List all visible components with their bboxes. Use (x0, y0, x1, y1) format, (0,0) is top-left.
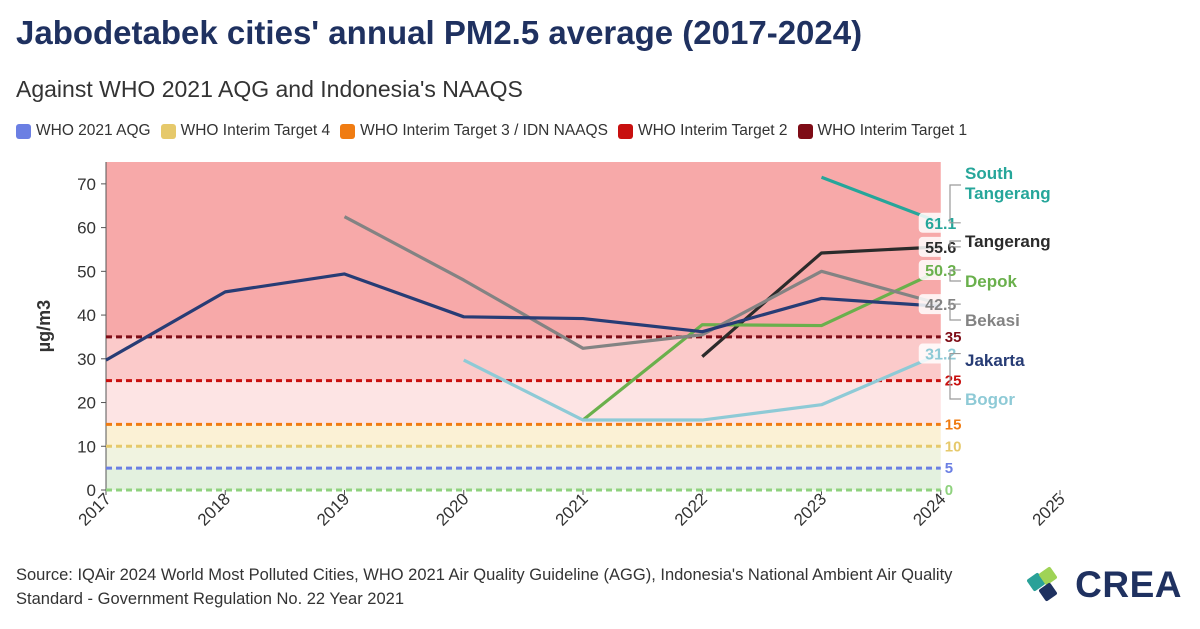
city-label-connector (949, 269, 961, 282)
threshold-band (106, 162, 941, 337)
legend-label: WHO Interim Target 2 (637, 122, 788, 139)
y-tick-label: 60 (77, 219, 96, 238)
y-tick-label: 70 (77, 175, 96, 194)
threshold-band (106, 468, 941, 490)
legend-item-interim-target-2[interactable]: WHO Interim Target 2 (617, 122, 788, 140)
series-line (343, 215, 942, 350)
threshold-label: 0 (945, 482, 953, 499)
y-tick-label: 30 (77, 350, 96, 369)
x-tick-label: 2024 (909, 489, 949, 529)
legend-label: WHO Interim Target 3 / IDN NAAQS (360, 122, 608, 139)
chart-subtitle: Against WHO 2021 AQG and Indonesia's NAA… (16, 76, 523, 102)
legend: WHO 2021 AQG WHO Interim Target 4 WHO In… (16, 122, 967, 140)
logo-text: CREA (1075, 564, 1182, 605)
y-axis-label: µg/m3 (34, 300, 54, 352)
threshold-label: 25 (945, 373, 962, 390)
x-tick-label: 2020 (432, 489, 472, 529)
end-value-label: 42.5 (925, 297, 956, 314)
threshold-label: 10 (945, 438, 962, 455)
chart-title: Jabodetabek cities' annual PM2.5 average… (16, 14, 863, 51)
y-tick-label: 0 (87, 481, 96, 500)
legend-label: WHO Interim Target 1 (817, 122, 968, 139)
threshold-band (106, 380, 941, 425)
legend-swatch (617, 123, 633, 139)
x-tick-label: 2019 (313, 489, 353, 529)
x-tick-label: 2021 (552, 489, 592, 529)
threshold-label: 15 (945, 416, 962, 433)
source-note: Source: IQAir 2024 World Most Polluted C… (16, 566, 953, 608)
end-value-label: 50.3 (925, 263, 956, 280)
city-label-connector (949, 240, 961, 248)
x-tick-label: 2023 (790, 489, 830, 529)
city-label-connector (949, 352, 961, 400)
x-tick-label: 2022 (671, 489, 711, 529)
city-label: Tangerang (965, 232, 1051, 251)
city-label: South (965, 164, 1013, 183)
city-label-connector (949, 303, 961, 321)
chart-area: 0 10 20 30 40 50 60 70 µg/m3 2017 2018 2019 2020 2021… (0, 150, 1200, 560)
threshold-band (106, 446, 941, 469)
threshold-band (106, 336, 941, 381)
legend-swatch (160, 123, 176, 139)
end-value-label: 61.1 (925, 216, 956, 233)
legend-item-who-aqg[interactable]: WHO 2021 AQG (16, 122, 151, 140)
legend-item-interim-target-3[interactable]: WHO Interim Target 3 / IDN NAAQS (340, 122, 608, 140)
y-tick-label: 20 (77, 394, 96, 413)
city-label-connector (949, 184, 961, 224)
crea-logo-icon (1027, 567, 1058, 601)
y-tick-label: 50 (77, 262, 96, 281)
crea-logo: CREA (1027, 564, 1182, 606)
legend-label: WHO 2021 AQG (36, 122, 151, 139)
legend-label: WHO Interim Target 4 (180, 122, 331, 139)
legend-swatch (16, 123, 31, 139)
end-value-label: 31.2 (925, 347, 956, 364)
legend-swatch (340, 123, 356, 139)
series-line (463, 352, 942, 422)
x-tick-label: 2025 (1029, 489, 1069, 529)
legend-item-interim-target-4[interactable]: WHO Interim Target 4 (160, 122, 331, 140)
city-label: Bekasi (965, 311, 1020, 330)
city-label: Tangerang (965, 184, 1051, 203)
y-tick-label: 40 (77, 306, 96, 325)
city-label: Bogor (965, 390, 1015, 409)
y-tick-label: 10 (77, 437, 96, 456)
legend-swatch (797, 123, 813, 139)
city-label: Depok (965, 272, 1018, 291)
x-tick-label: 2017 (75, 489, 115, 529)
series-line (105, 272, 941, 362)
city-label: Jakarta (965, 351, 1025, 370)
x-tick-label: 2018 (194, 489, 234, 529)
threshold-label: 5 (945, 460, 953, 477)
threshold-label: 35 (945, 329, 962, 346)
end-value-label: 55.6 (925, 240, 956, 257)
legend-item-interim-target-1[interactable]: WHO Interim Target 1 (797, 122, 968, 140)
threshold-band (106, 424, 941, 447)
series-line (582, 268, 942, 422)
